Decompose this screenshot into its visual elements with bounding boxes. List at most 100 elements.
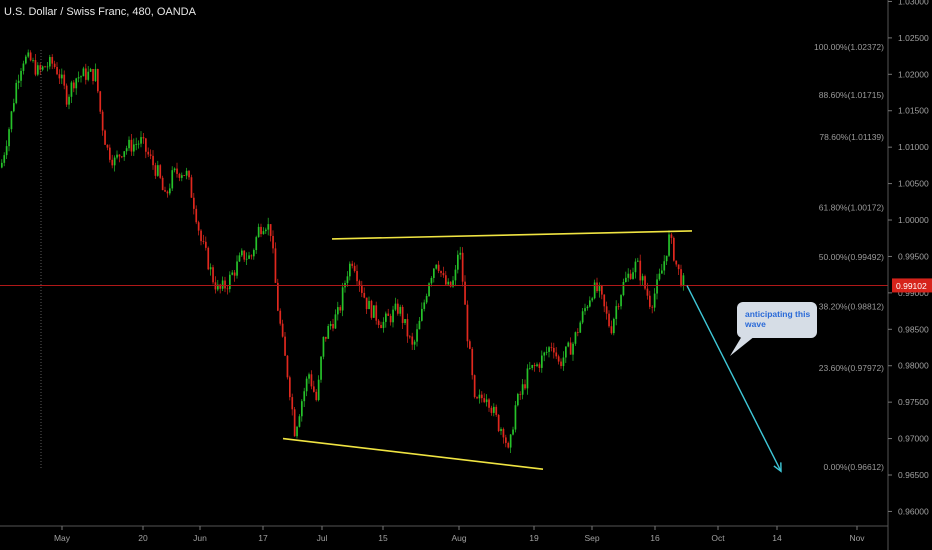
candle-body: [637, 260, 639, 262]
price-tick-label: 0.99500: [898, 251, 929, 261]
candle-body: [303, 391, 306, 402]
candle-body: [567, 342, 570, 347]
candle-body: [327, 326, 330, 339]
candle-body: [589, 300, 591, 307]
candle-body: [550, 347, 553, 349]
candle-body: [130, 139, 133, 152]
candle-body: [617, 306, 620, 307]
candle-body: [70, 82, 73, 97]
candle-body: [514, 405, 517, 430]
candle-body: [644, 276, 646, 289]
candle-body: [257, 226, 260, 238]
candle-body: [226, 288, 229, 290]
candle-body: [380, 324, 382, 329]
candle-body: [596, 282, 598, 292]
candle-body: [238, 255, 241, 262]
candle-body: [351, 263, 354, 266]
candle-body: [25, 56, 27, 64]
candle-body: [593, 282, 596, 299]
candle-body: [368, 300, 370, 310]
candle-body: [183, 175, 186, 177]
candle-body: [641, 276, 644, 281]
candle-body: [517, 393, 519, 406]
candle-body: [44, 66, 46, 68]
fib-level-label: 23.60%(0.97972): [819, 363, 884, 373]
candle-body: [277, 282, 279, 311]
candle-body: [385, 313, 387, 322]
candle-body: [526, 368, 529, 389]
candle-body: [639, 260, 642, 281]
time-tick-label: Jul: [317, 533, 328, 543]
fib-level-label: 88.60%(1.01715): [819, 90, 884, 100]
time-axis[interactable]: May 20 Jun 17 Jul 15 Aug 19 Sep 16 Oct 14 Nov: [0, 525, 888, 543]
candle-body: [466, 304, 469, 342]
candle-body: [413, 341, 416, 345]
candle-body: [202, 241, 205, 242]
candle-body: [207, 247, 210, 270]
candle-body: [430, 277, 433, 284]
candle-body: [634, 261, 637, 273]
candle-body: [377, 320, 380, 325]
candle-body: [15, 82, 18, 104]
candle-body: [17, 80, 20, 83]
candle-body: [629, 273, 632, 279]
time-tick-label: Jun: [193, 533, 207, 543]
candle-body: [459, 252, 462, 255]
candle-body: [668, 234, 670, 256]
candle-body: [536, 364, 538, 367]
candle-body: [358, 281, 361, 286]
candle-body: [584, 308, 586, 312]
price-tick-label: 1.03000: [898, 0, 929, 6]
candle-body: [620, 295, 622, 307]
current-price-label: 0.99102: [896, 281, 927, 291]
candle-body: [154, 165, 157, 176]
time-tick-label: Nov: [849, 533, 865, 543]
candle-body: [572, 343, 574, 355]
candle-body: [301, 401, 303, 417]
candle-body: [195, 208, 198, 223]
candle-body: [507, 442, 510, 448]
candle-body: [233, 272, 236, 276]
candle-body: [41, 66, 44, 70]
candle-body: [253, 250, 255, 257]
candle-body: [373, 305, 375, 318]
candle-body: [437, 264, 440, 271]
candle-body: [22, 63, 25, 71]
price-axis[interactable]: 1.03000 1.02500 1.02000 1.01500 1.01000 1.005…: [887, 0, 932, 550]
candle-body: [262, 231, 265, 235]
candle-body: [293, 409, 296, 437]
candle-body: [428, 283, 430, 297]
candle-body: [188, 170, 190, 178]
candle-body: [219, 284, 222, 289]
candle-body: [440, 270, 442, 274]
candle-body: [361, 285, 363, 293]
candle-body: [548, 347, 550, 352]
candle-body: [265, 229, 267, 232]
candle-body: [200, 230, 202, 242]
candle-body: [13, 103, 15, 112]
candle-body: [269, 224, 272, 236]
candle-body: [111, 159, 114, 166]
candle-body: [490, 407, 493, 413]
candle-body: [94, 69, 97, 82]
candle-body: [56, 67, 58, 75]
candle-body: [39, 65, 42, 70]
annotation-callout[interactable]: anticipating this wave: [737, 302, 817, 338]
price-tick-label: 1.01000: [898, 142, 929, 152]
candle-body: [529, 367, 531, 369]
candle-body: [248, 255, 250, 259]
candle-body: [457, 254, 459, 270]
candle-body: [473, 375, 476, 398]
candle-body: [334, 314, 337, 329]
candle-body: [541, 355, 543, 368]
candle-body: [250, 255, 253, 257]
candle-body: [605, 306, 608, 314]
trendline-upper: [331, 230, 693, 240]
candle-body: [65, 85, 68, 105]
candle-body: [399, 306, 402, 314]
candle-body: [610, 326, 613, 334]
candle-body: [109, 147, 111, 160]
time-tick-label: 15: [378, 533, 388, 543]
